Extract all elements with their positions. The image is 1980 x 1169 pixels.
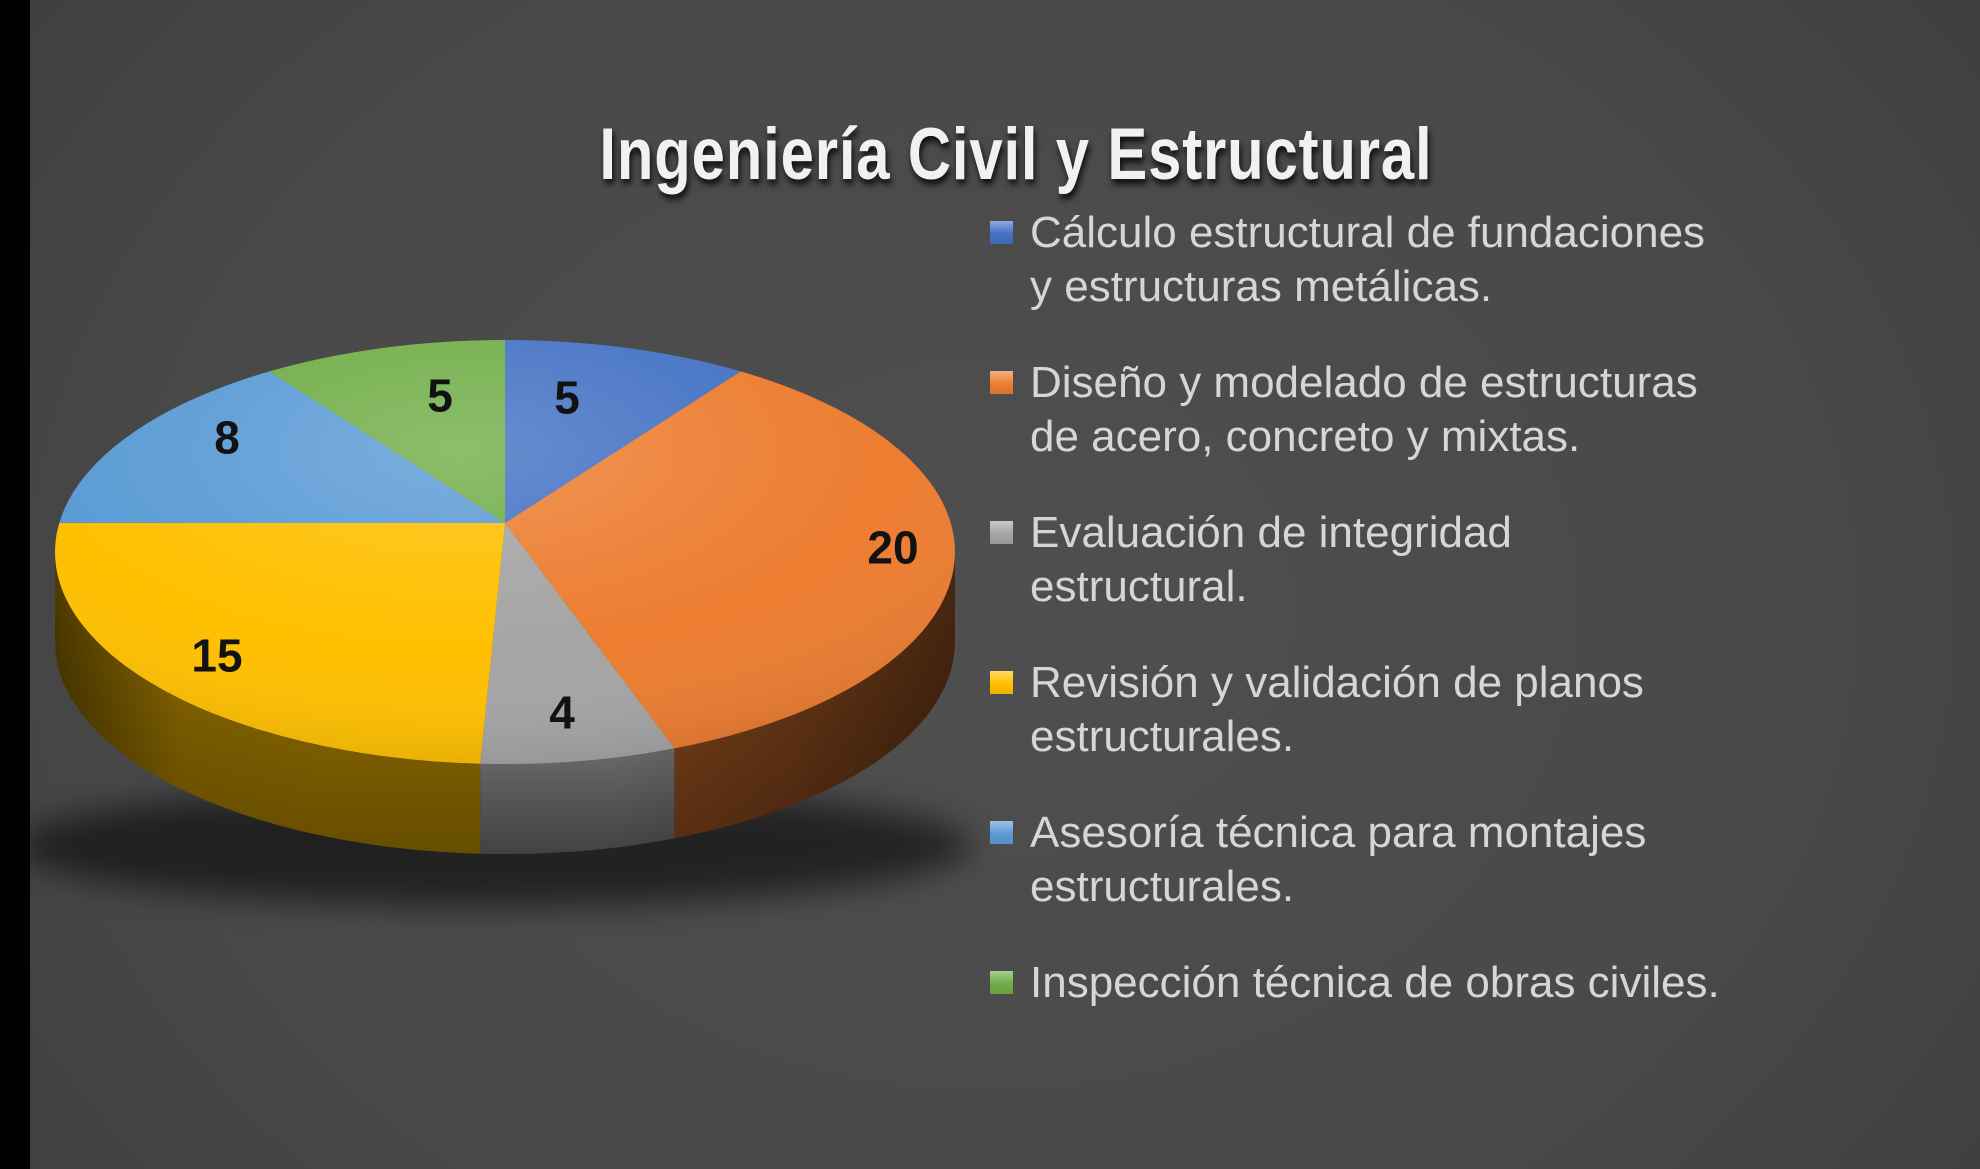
legend-item-2[interactable]: Evaluación de integridad estructural. [990, 506, 1850, 614]
pie-value-label-0: 5 [554, 372, 580, 424]
slide-title[interactable]: Ingeniería Civil y Estructural [52, 113, 1980, 196]
legend-item-5[interactable]: Inspección técnica de obras civiles. [990, 956, 1850, 1010]
legend-item-0[interactable]: Cálculo estructural de fundaciones y est… [990, 206, 1850, 314]
pie-value-label-3: 15 [191, 630, 242, 682]
pie-value-label-1: 20 [867, 522, 918, 574]
legend-color-swatch [990, 371, 1013, 394]
legend-label: Diseño y modelado de estructuras de acer… [1030, 358, 1698, 461]
pie-value-label-5: 5 [427, 370, 453, 422]
legend-color-swatch [990, 221, 1013, 244]
legend-label: Evaluación de integridad estructural. [1030, 508, 1512, 611]
legend-label: Inspección técnica de obras civiles. [1030, 958, 1720, 1007]
legend-label: Revisión y validación de planos estructu… [1030, 658, 1644, 761]
legend-color-swatch [990, 821, 1013, 844]
legend-color-swatch [990, 971, 1013, 994]
legend-item-3[interactable]: Revisión y validación de planos estructu… [990, 656, 1850, 764]
chart-legend: Cálculo estructural de fundaciones y est… [990, 206, 1850, 1052]
legend-item-4[interactable]: Asesoría técnica para montajes estructur… [990, 806, 1850, 914]
legend-label: Cálculo estructural de fundaciones y est… [1030, 208, 1706, 311]
screen-letterbox-bar [0, 0, 30, 1169]
legend-item-1[interactable]: Diseño y modelado de estructuras de acer… [990, 356, 1850, 464]
pie-value-label-2: 4 [549, 687, 575, 739]
legend-label: Asesoría técnica para montajes estructur… [1030, 808, 1647, 911]
slide-title-text: Ingeniería Civil y Estructural [599, 113, 1433, 195]
pie-value-label-4: 8 [214, 412, 240, 464]
legend-color-swatch [990, 671, 1013, 694]
legend-color-swatch [990, 521, 1013, 544]
